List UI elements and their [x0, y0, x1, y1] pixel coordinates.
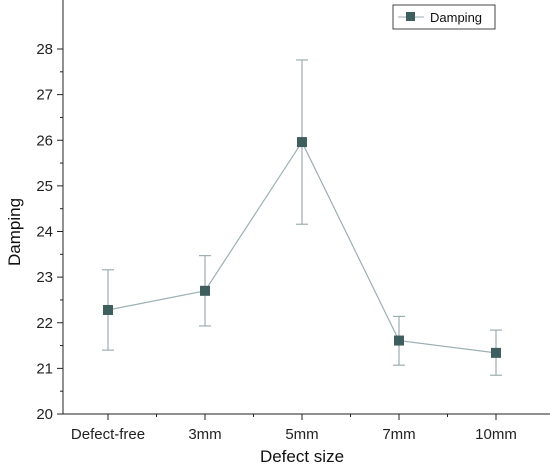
data-point-2: [297, 137, 307, 148]
y-axis-title: Damping: [5, 198, 24, 266]
x-tick-label-0: Defect-free: [71, 426, 145, 443]
data-point-4: [491, 347, 501, 358]
legend-label: Damping: [430, 10, 482, 25]
x-tick-label-3: 7mm: [382, 426, 415, 443]
legend-marker: [406, 12, 415, 21]
y-tick-label-20: 20: [36, 406, 53, 423]
x-axis-title: Defect size: [260, 447, 344, 466]
data-point-0: [103, 304, 113, 315]
legend: Damping: [392, 4, 496, 30]
x-tick-label-4: 10mm: [475, 426, 517, 443]
y-tick-label-23: 23: [36, 269, 53, 286]
x-tick-label-1: 3mm: [188, 426, 221, 443]
y-tick-label-28: 28: [36, 41, 53, 58]
data-point-3: [394, 335, 404, 346]
y-tick-label-22: 22: [36, 315, 53, 332]
y-tick-label-21: 21: [36, 360, 53, 377]
y-tick-label-26: 26: [36, 132, 53, 149]
data-point-1: [200, 285, 210, 296]
x-tick-label-2: 5mm: [285, 426, 318, 443]
plot-area: [102, 59, 502, 376]
ticks: 20 21 22 23 24 25 26 27 28 Defect-free 3mm 5mm 7mm 10…: [36, 41, 517, 443]
y-tick-label-25: 25: [36, 178, 53, 195]
axes: [62, 0, 550, 415]
y-tick-label-24: 24: [36, 224, 53, 241]
y-tick-label-27: 27: [36, 87, 53, 104]
